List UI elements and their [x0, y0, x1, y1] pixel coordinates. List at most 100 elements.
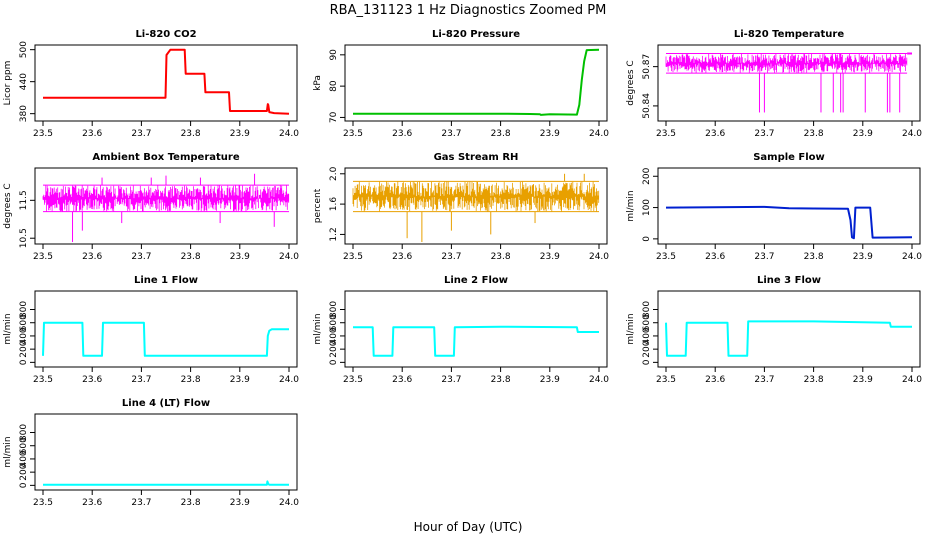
series-line: [42, 321, 289, 357]
y-tick-label: 0: [19, 482, 29, 488]
panel-1: Li-820 CO2 Licor ppm 23.5 23.6 23.7 23.8 23.9 2…: [3, 29, 299, 139]
x-tick-label: 23.7: [131, 375, 151, 385]
y-tick-label: 600: [642, 314, 652, 331]
x-tick-label: 23.7: [441, 129, 461, 139]
x-tick-label: 23.8: [804, 375, 824, 385]
panel-3: Li-820 Temperature degrees C 23.5 23.6 23.7 2…: [626, 29, 922, 139]
y-tick-label: 200: [19, 340, 29, 357]
plot-frame: [34, 44, 298, 122]
panel-9: Line 3 Flow ml/min 23.5 23.6 23.7 23.8 23.9 24.…: [626, 275, 922, 385]
series-line: [665, 205, 913, 240]
plot-frame: [657, 44, 921, 122]
figure-title: RBA_131123 1 Hz Diagnostics Zoomed PM: [330, 3, 607, 18]
panel-title: Li-820 Pressure: [432, 29, 520, 40]
y-tick-label: 600: [329, 314, 339, 331]
plot-area: [42, 321, 289, 357]
x-tick-label: 23.7: [131, 252, 151, 262]
panel-title: Li-820 Temperature: [734, 29, 844, 40]
y-tick-label: 50.84: [642, 93, 652, 119]
y-axis-label: ml/min: [3, 313, 13, 344]
panel-title: Line 2 Flow: [444, 275, 508, 286]
series-line: [43, 48, 290, 115]
plot-frame: [34, 290, 298, 368]
panel-title: Gas Stream RH: [434, 152, 519, 163]
x-tick-label: 23.9: [853, 252, 873, 262]
x-tick-label: 24.0: [589, 375, 609, 385]
y-tick-label: 800: [329, 301, 339, 318]
y-axis-label: ml/min: [626, 190, 636, 221]
y-axis-label: ml/min: [3, 436, 13, 467]
plot-area: [353, 48, 600, 116]
series-band: [352, 181, 600, 212]
x-tick-label: 23.6: [705, 375, 725, 385]
y-tick-label: 200: [642, 167, 652, 184]
x-tick-label: 23.5: [33, 129, 53, 139]
panel-2: Li-820 Pressure kPa 23.5 23.6 23.7 23.8 23.9 24…: [313, 29, 609, 139]
plot-area: [42, 173, 290, 242]
plot-frame: [34, 413, 298, 491]
y-tick-label: 800: [19, 424, 29, 441]
x-tick-label: 23.7: [754, 129, 774, 139]
x-tick-label: 23.6: [82, 129, 102, 139]
x-tick-label: 23.6: [705, 129, 725, 139]
y-axis-label: ml/min: [626, 313, 636, 344]
plot-frame: [344, 290, 608, 368]
panel-title: Line 4 (LT) Flow: [122, 398, 210, 409]
x-tick-label: 23.5: [656, 129, 676, 139]
x-tick-label: 23.6: [82, 252, 102, 262]
y-tick-label: 50.87: [642, 54, 652, 80]
x-tick-label: 24.0: [279, 252, 299, 262]
x-tick-label: 24.0: [589, 252, 609, 262]
panel-title: Line 3 Flow: [757, 275, 821, 286]
x-tick-label: 23.6: [392, 252, 412, 262]
y-tick-label: 400: [642, 327, 652, 344]
x-tick-label: 23.8: [181, 375, 201, 385]
y-tick-label: 400: [19, 450, 29, 467]
x-tick-label: 23.8: [804, 252, 824, 262]
x-tick-label: 23.9: [230, 252, 250, 262]
panel-4: Ambient Box Temperature degrees C 23.5 23.6…: [3, 152, 299, 262]
plot-area: [43, 480, 289, 486]
x-tick-label: 23.7: [441, 375, 461, 385]
y-tick-label: 200: [642, 340, 652, 357]
x-tick-label: 23.9: [853, 375, 873, 385]
x-tick-label: 23.9: [853, 129, 873, 139]
x-tick-label: 23.7: [441, 252, 461, 262]
y-axis-label: degrees C: [626, 60, 636, 105]
x-tick-label: 23.8: [491, 129, 511, 139]
y-tick-label: 600: [19, 314, 29, 331]
panel-title: Line 1 Flow: [134, 275, 198, 286]
series-line: [353, 325, 599, 357]
x-tick-label: 24.0: [902, 252, 922, 262]
panel-5: Gas Stream RH percent 23.5 23.6 23.7 23.8 23.9…: [313, 152, 609, 262]
x-tick-label: 23.8: [181, 129, 201, 139]
y-axis-label: percent: [313, 188, 323, 223]
y-tick-label: 400: [329, 327, 339, 344]
plot-area: [43, 48, 290, 115]
figure-xlabel: Hour of Day (UTC): [414, 520, 523, 534]
series-line: [43, 480, 289, 486]
panel-10: Line 4 (LT) Flow ml/min 23.5 23.6 23.7 23.8 23…: [3, 398, 299, 508]
x-tick-label: 23.5: [656, 252, 676, 262]
y-tick-label: 800: [642, 301, 652, 318]
x-tick-label: 23.7: [131, 498, 151, 508]
x-tick-label: 24.0: [279, 375, 299, 385]
plot-area: [665, 320, 912, 357]
x-tick-label: 23.5: [33, 498, 53, 508]
x-tick-label: 23.8: [491, 252, 511, 262]
series-line: [353, 48, 600, 116]
plot-area: [353, 325, 599, 357]
y-tick-label: 0: [329, 359, 339, 365]
y-axis-label: Licor ppm: [3, 61, 13, 106]
plot-area: [665, 52, 912, 113]
x-tick-label: 23.9: [540, 129, 560, 139]
x-tick-label: 24.0: [279, 498, 299, 508]
y-tick-label: 10.5: [19, 228, 29, 248]
panel-title: Sample Flow: [753, 152, 825, 163]
x-tick-label: 23.6: [82, 375, 102, 385]
x-tick-label: 23.8: [181, 252, 201, 262]
x-tick-label: 23.5: [343, 129, 363, 139]
plot-frame: [344, 44, 608, 122]
x-tick-label: 23.8: [804, 129, 824, 139]
